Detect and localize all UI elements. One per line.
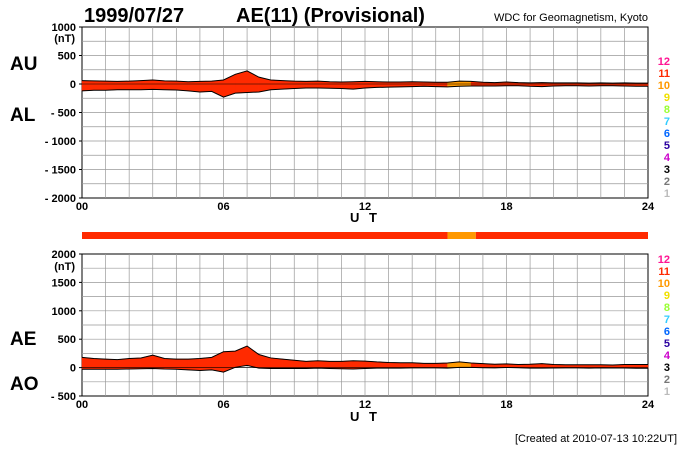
au-al-area-segment (176, 80, 189, 92)
legend-level-2: 2 (664, 176, 670, 188)
legend-level-8: 8 (664, 104, 670, 116)
ae-ao-xtick-label: 24 (642, 399, 655, 411)
ae-ao-area-segment (199, 357, 212, 371)
data-source: WDC for Geomagnetism, Kyoto (494, 12, 648, 24)
au-label: AU (10, 54, 37, 75)
legend-level-10: 10 (658, 80, 670, 92)
au-al-area-segment (282, 80, 295, 90)
legend-level-4: 4 (664, 350, 671, 362)
legend-level-12: 12 (658, 56, 670, 68)
au-al-area-segment (376, 81, 389, 88)
legend-level-12: 12 (658, 254, 670, 266)
ae-ao-ae-line (81, 345, 648, 366)
created-timestamp: [Created at 2010-07-13 10:22UT] (515, 433, 677, 445)
legend-level-6: 6 (664, 326, 670, 338)
legend-level-3: 3 (664, 164, 670, 176)
au-al-area-segment (305, 80, 319, 89)
ae-ao-ytick-label: - 500 (51, 391, 76, 403)
ae-ao-xtick-label: 06 (217, 399, 229, 411)
ae-ao-ytick-label: 2000 (52, 249, 76, 261)
top-ut-label: U T (350, 210, 380, 225)
au-al-area-segment (128, 80, 142, 90)
ae-ao-area-segment (187, 358, 201, 371)
bottom-ut-label: U T (350, 409, 380, 424)
legend-level-2: 2 (664, 374, 670, 386)
au-al-area-segment (105, 80, 118, 91)
legend-level-3: 3 (664, 362, 670, 374)
legend-level-10: 10 (658, 278, 670, 290)
au-al-al-line (81, 85, 648, 98)
ao-label: AO (10, 374, 39, 395)
chart-title: AE(11) (Provisional) (236, 5, 425, 27)
au-al-area-segment (140, 79, 153, 90)
au-al-ytick-label: - 2000 (45, 193, 76, 205)
legend-level-7: 7 (664, 314, 670, 326)
legend-level-5: 5 (664, 140, 670, 152)
au-al-ytick-label: 1000 (52, 22, 76, 34)
ae-ao-area-segment (423, 363, 436, 369)
au-al-area-segment (317, 80, 330, 89)
legend-level-8: 8 (664, 302, 670, 314)
ae-ao-xtick-label: 18 (500, 399, 512, 411)
legend-level-5: 5 (664, 338, 670, 350)
chart-date: 1999/07/27 (84, 5, 184, 27)
station-bar-segment (82, 232, 448, 239)
ae-ao-xtick-label: 12 (359, 399, 371, 411)
station-bar-segment (447, 232, 476, 239)
station-bar-segment (475, 232, 648, 239)
legend-level-1: 1 (664, 386, 670, 398)
au-al-ytick-label: 0 (70, 79, 76, 91)
legend-level-11: 11 (658, 266, 670, 278)
au-al-area-segment (329, 81, 342, 89)
au-al-area-segment (164, 80, 177, 91)
ae-ao-ytick-label: 500 (58, 334, 76, 346)
legend-level-4: 4 (664, 152, 671, 164)
legend-level-11: 11 (658, 68, 670, 80)
ae-ao-ytick-label: 1500 (52, 277, 76, 289)
au-al-xtick-label: 00 (76, 201, 88, 213)
station-count-bar (82, 232, 648, 239)
top-unit-label: (nT) (54, 33, 75, 45)
au-al-ytick-label: - 500 (51, 108, 76, 120)
au-al-xtick-label: 24 (642, 201, 655, 213)
au-al-area-segment (93, 80, 106, 91)
ae-ao-area-segment (270, 357, 283, 369)
ae-ao-ytick-label: 0 (70, 363, 76, 375)
au-al-area-segment (117, 80, 130, 90)
ae-ao-xtick-label: 00 (76, 399, 88, 411)
au-al-xtick-label: 18 (500, 201, 512, 213)
ae-ao-ytick-label: 1000 (52, 306, 76, 318)
au-al-area-segment (341, 81, 354, 90)
au-al-xtick-label: 06 (217, 201, 229, 213)
ae-ao-ao-line (82, 364, 648, 373)
au-al-ytick-label: - 1500 (45, 165, 76, 177)
ae-label: AE (10, 329, 36, 350)
au-al-ytick-label: 500 (58, 51, 76, 63)
au-al-area-segment (270, 79, 283, 90)
legend-level-9: 9 (664, 290, 670, 302)
bottom-unit-label: (nT) (54, 261, 75, 273)
legend-level-1: 1 (664, 188, 670, 200)
au-al-area-segment (388, 81, 401, 88)
al-label: AL (10, 105, 36, 126)
ae-ao-area-segment (176, 358, 189, 371)
au-al-au-line (81, 70, 648, 84)
au-al-area-segment (152, 79, 165, 90)
au-al-ytick-label: - 1000 (45, 136, 76, 148)
au-al-area-segment (187, 81, 201, 93)
legend-level-7: 7 (664, 116, 670, 128)
legend-level-6: 6 (664, 128, 670, 140)
au-al-area-segment (294, 80, 307, 89)
legend-level-9: 9 (664, 92, 670, 104)
au-al-area-segment (81, 80, 95, 92)
au-al-xtick-label: 12 (359, 201, 371, 213)
au-al-area-segment (199, 80, 212, 93)
